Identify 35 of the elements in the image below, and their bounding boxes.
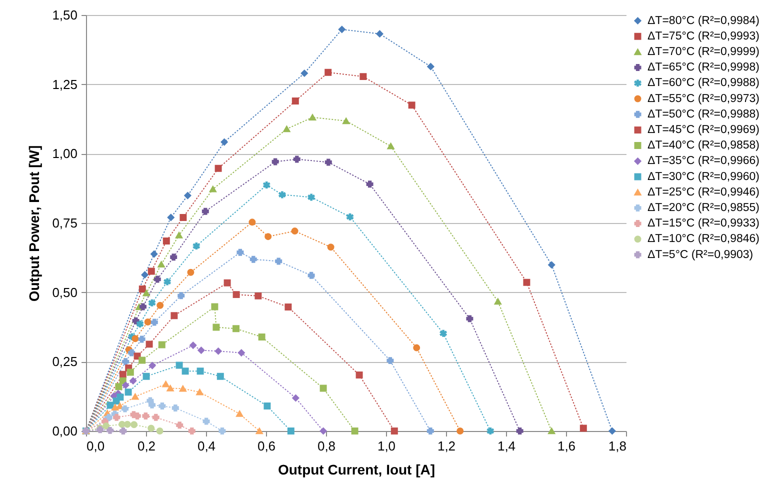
x-tick-label: 0,8 — [317, 438, 336, 454]
legend-label: ΔT=20°C (R²=0,9855) — [648, 202, 760, 214]
legend-label: ΔT=80°C (R²=0,9984) — [648, 14, 760, 27]
legend-label: ΔT=50°C (R²=0,9988) — [648, 108, 760, 120]
legend-label: ΔT=45°C (R²=0,9969) — [648, 124, 760, 136]
legend-label: ΔT=5°C (R²=0,9903) — [648, 248, 754, 261]
legend-label: ΔT=30°C (R²=0,9960) — [648, 170, 760, 183]
x-tick-label: 1,6 — [557, 438, 576, 454]
legend-label: ΔT=60°C (R²=0,9988) — [648, 77, 760, 90]
y-tick-label: 1,00 — [52, 146, 78, 162]
x-tick-label: 0,0 — [86, 438, 105, 454]
x-tick-label: 1,8 — [608, 438, 626, 454]
y-axis-title: Output Power, Pout [W] — [26, 145, 42, 302]
legend-label: ΔT=10°C (R²=0,9846) — [648, 233, 760, 246]
x-axis-title: Output Current, Iout [A] — [278, 462, 436, 478]
x-tick-label: 1,4 — [497, 438, 516, 454]
y-tick-label: 1,50 — [52, 8, 78, 22]
legend-label: ΔT=70°C (R²=0,9999) — [648, 46, 760, 58]
y-tick-label: 1,25 — [52, 76, 78, 92]
y-tick-label: 0,00 — [52, 424, 78, 438]
y-tick-label: 0,75 — [52, 216, 78, 230]
x-tick-label: 0,4 — [197, 438, 216, 454]
legend-label: ΔT=25°C (R²=0,9946) — [648, 186, 760, 198]
legend-label: ΔT=40°C (R²=0,9858) — [648, 140, 760, 152]
y-tick-label: 0,25 — [52, 354, 78, 370]
x-tick-label: 1,2 — [437, 438, 456, 454]
legend-label: ΔT=35°C (R²=0,9966) — [648, 155, 760, 168]
legend-label: ΔT=15°C (R²=0,9933) — [648, 218, 760, 230]
x-tick-label: 1,0 — [377, 438, 396, 454]
x-tick-label: 0,2 — [137, 438, 156, 454]
legend-label: ΔT=55°C (R²=0,9973) — [648, 92, 760, 105]
y-tick-label: 0,50 — [52, 284, 78, 300]
x-tick-label: 0,6 — [257, 438, 276, 454]
legend-label: ΔT=75°C (R²=0,9993) — [648, 30, 760, 42]
legend-label: ΔT=65°C (R²=0,9998) — [648, 62, 760, 74]
